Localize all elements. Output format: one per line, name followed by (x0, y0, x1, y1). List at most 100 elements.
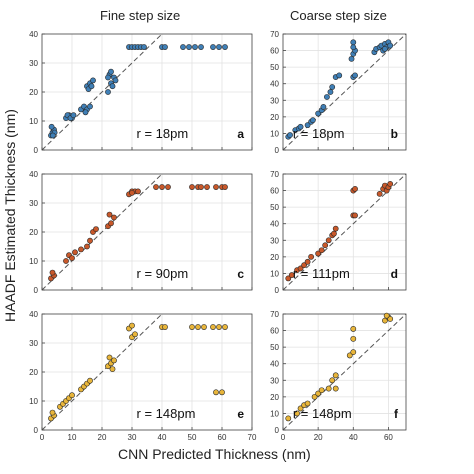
panel-letter: b (391, 127, 398, 141)
data-point (382, 317, 388, 324)
x-tick-label: 0 (281, 433, 286, 442)
data-point (350, 44, 357, 51)
annotation-r: r = 18pm (137, 126, 189, 141)
data-point (87, 377, 93, 384)
data-point (325, 385, 332, 392)
reference-line (282, 33, 407, 151)
y-tick-label: 30 (29, 199, 38, 208)
panel-e: 0 10 20 30 40 0 10 20 30 40 50 60 70 r = 148pm e (29, 310, 257, 442)
panel-a: 0 10 20 30 40 r = 18pm a (29, 30, 253, 155)
data-point (315, 110, 322, 117)
data-point (111, 357, 117, 364)
data-point (315, 390, 322, 397)
data-point (87, 237, 93, 244)
annotation-r: r = 148pm (293, 406, 352, 421)
y-tick-label: 70 (270, 310, 279, 319)
data-point (63, 258, 69, 264)
data-point (308, 253, 315, 260)
data-point (213, 389, 219, 396)
axes-frame (282, 33, 407, 151)
y-tick-label: 50 (270, 343, 279, 352)
data-point (69, 255, 75, 261)
y-tick-label: 10 (29, 117, 38, 126)
annotation-r: r = 90pm (137, 266, 189, 281)
data-point (383, 312, 390, 319)
data-point (297, 265, 304, 272)
data-point (297, 405, 304, 412)
y-tick-label: 0 (34, 146, 39, 155)
y-tick-label: 20 (29, 88, 38, 97)
data-point (213, 184, 219, 190)
y-tick-label: 40 (270, 360, 279, 369)
y-tick-label: 10 (270, 129, 279, 138)
data-point (49, 269, 56, 276)
data-point (112, 77, 119, 84)
data-point (129, 189, 135, 196)
data-point (84, 243, 90, 250)
reference-line (282, 173, 407, 291)
data-point (198, 184, 204, 190)
y-tick-label: 0 (275, 146, 280, 155)
data-point (387, 181, 394, 187)
x-tick-label: 50 (188, 433, 197, 442)
data-point (332, 372, 339, 379)
x-tick-label: 40 (158, 433, 167, 442)
data-point (201, 324, 207, 330)
data-point (186, 44, 192, 50)
data-point (195, 324, 201, 330)
data-point (108, 220, 114, 227)
y-tick-label: 50 (270, 203, 279, 212)
data-point (216, 324, 222, 330)
data-point (49, 132, 56, 139)
panel-c: 0 10 20 30 40 r = 90pm c (29, 170, 253, 295)
data-point (350, 326, 357, 332)
data-point (329, 84, 336, 90)
x-tick-label: 70 (248, 433, 257, 442)
axes-frame (282, 173, 407, 291)
y-tick-label: 40 (270, 80, 279, 89)
data-point (109, 366, 116, 372)
data-point (350, 335, 357, 342)
y-tick-label: 0 (34, 286, 39, 295)
data-point (159, 184, 165, 190)
data-point (87, 103, 93, 110)
y-tick-label: 20 (270, 393, 279, 402)
y-tick-label: 40 (29, 310, 38, 319)
y-tick-label: 20 (270, 113, 279, 122)
y-tick-label: 30 (270, 236, 279, 245)
data-point (189, 324, 195, 330)
y-tick-label: 40 (29, 30, 38, 39)
reference-line (282, 313, 407, 431)
y-tick-label: 70 (270, 30, 279, 39)
data-point (332, 385, 339, 392)
reference-line (41, 173, 163, 291)
data-point (70, 112, 77, 119)
data-point (348, 55, 355, 62)
data-point (304, 258, 311, 265)
data-point (387, 42, 394, 49)
x-tick-label: 60 (384, 433, 393, 442)
data-point (329, 377, 336, 384)
data-point (49, 409, 56, 416)
panel-letter: f (394, 407, 399, 421)
data-point (352, 186, 358, 192)
data-point (222, 44, 228, 50)
y-tick-label: 40 (29, 170, 38, 179)
x-tick-label: 20 (98, 433, 107, 442)
data-point (382, 46, 388, 52)
x-tick-label: 60 (218, 433, 227, 442)
panel-d: 0 10 20 30 40 50 60 70 r = 111pm d (270, 170, 407, 295)
data-point (327, 89, 334, 95)
y-tick-label: 60 (270, 327, 279, 336)
data-point (285, 275, 292, 282)
data-point (350, 39, 357, 46)
annotation-r: r = 148pm (137, 406, 196, 421)
data-point (135, 188, 141, 195)
data-point (288, 272, 295, 278)
reference-line (41, 33, 163, 151)
data-point (294, 410, 300, 417)
y-tick-label: 10 (29, 397, 38, 406)
data-point (72, 249, 78, 256)
data-point (141, 44, 147, 50)
